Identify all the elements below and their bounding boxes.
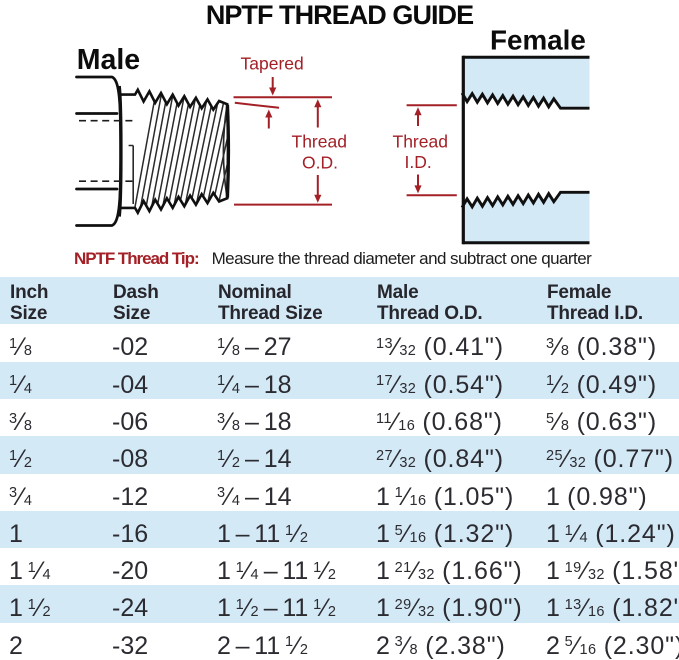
svg-text:Female: Female: [490, 25, 586, 56]
svg-text:O.D.: O.D.: [302, 153, 338, 173]
svg-text:Male: Male: [77, 44, 140, 76]
svg-text:Tapered: Tapered: [241, 54, 304, 74]
svg-text:Thread: Thread: [292, 132, 347, 152]
svg-text:Thread: Thread: [393, 132, 448, 152]
svg-text:I.D.: I.D.: [405, 152, 432, 172]
